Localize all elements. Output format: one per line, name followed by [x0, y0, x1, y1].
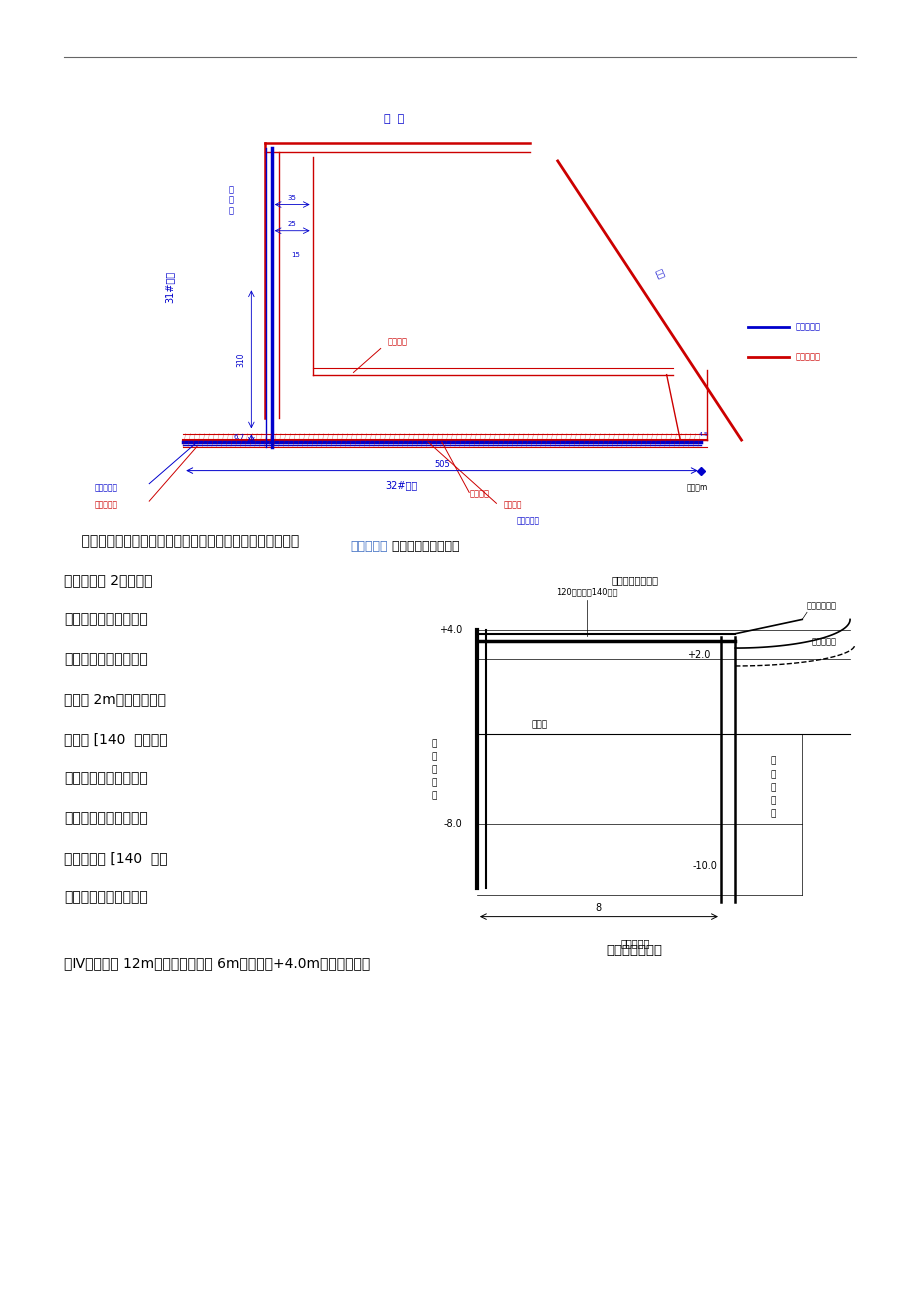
Text: 25: 25 [288, 221, 296, 228]
Text: 表示钢板桩: 表示钢板桩 [795, 322, 820, 331]
Text: -8.0: -8.0 [443, 819, 462, 828]
Text: 设导梁，只在钢板桩内: 设导梁，只在钢板桩内 [64, 811, 148, 825]
Text: 钢
板
桩
围
堰: 钢 板 桩 围 堰 [431, 740, 437, 801]
Text: 锚
碇
钢
管
桩: 锚 碇 钢 管 桩 [770, 756, 776, 819]
Text: 钢板桩围堰平面布置: 钢板桩围堰平面布置 [387, 540, 459, 553]
Text: 护  岸: 护 岸 [384, 113, 404, 124]
Text: 侧焊接一道 [140  槽钢: 侧焊接一道 [140 槽钢 [64, 852, 168, 865]
Text: 间距为 2m，钢板桩与钢: 间距为 2m，钢板桩与钢 [64, 691, 166, 706]
Text: 袋
装
砂: 袋 装 砂 [228, 185, 233, 215]
Text: 6.7: 6.7 [233, 434, 244, 440]
Text: 15: 15 [290, 251, 300, 258]
Text: 护坡: 护坡 [653, 268, 665, 281]
Text: 为钢管锚碇桩，锚锭桩: 为钢管锚碇桩，锚锭桩 [64, 652, 148, 667]
Text: +2.0: +2.0 [686, 650, 710, 660]
Text: 4.5: 4.5 [698, 432, 709, 436]
Text: 钢板桩围堰断面图: 钢板桩围堰断面图 [610, 575, 658, 586]
Text: 侧为钢板桩围堰，内侧: 侧为钢板桩围堰，内侧 [64, 612, 148, 626]
Text: （图示二）: （图示二） [619, 937, 649, 948]
Text: 冲刷后回填土: 冲刷后回填土 [806, 602, 836, 611]
Text: 32#泊位: 32#泊位 [384, 480, 417, 490]
Text: 管桩用 [140  槽钢联结: 管桩用 [140 槽钢联结 [64, 732, 168, 746]
Text: 35: 35 [288, 195, 296, 201]
Text: 森Ⅳ型，长度 12m，设计入土深度 6m，顶标高+4.0m；锚锭桩采用: 森Ⅳ型，长度 12m，设计入土深度 6m，顶标高+4.0m；锚锭桩采用 [64, 956, 370, 970]
Text: 钢板桩轴线: 钢板桩轴线 [95, 483, 118, 492]
Text: 310: 310 [236, 352, 245, 367]
Text: -10.0: -10.0 [691, 862, 716, 871]
Text: 面结构如图 2，即外海: 面结构如图 2，即外海 [64, 573, 153, 587]
Text: 作围栓。钢板桩采用拉: 作围栓。钢板桩采用拉 [64, 891, 148, 905]
Text: 表示钢管桩: 表示钢管桩 [795, 353, 820, 362]
Text: 钢板桩围堰结构: 钢板桩围堰结构 [607, 944, 662, 957]
Text: 靠泊边缘线: 靠泊边缘线 [516, 516, 539, 525]
Text: 120工字钢或140槽钢: 120工字钢或140槽钢 [556, 587, 617, 596]
Text: 为节省工程造价，钢板桩围堰设计成较简单的结构形式，断: 为节省工程造价，钢板桩围堰设计成较简单的结构形式，断 [64, 534, 300, 548]
Text: 原地面: 原地面 [530, 720, 547, 729]
Text: 做拉杆，钢板桩外侧不: 做拉杆，钢板桩外侧不 [64, 772, 148, 785]
Text: 前墙轴线: 前墙轴线 [469, 490, 489, 499]
Text: 钢管桩轴线: 钢管桩轴线 [95, 501, 118, 509]
Text: （图示一）: （图示一） [349, 540, 387, 553]
Text: 堰墙轴线: 堰墙轴线 [503, 501, 521, 509]
Text: 初始回填土: 初始回填土 [811, 638, 836, 647]
Text: +4.0: +4.0 [439, 625, 462, 635]
Text: 单位：m: 单位：m [686, 483, 708, 492]
Text: 505: 505 [434, 460, 449, 469]
Text: 8: 8 [596, 904, 601, 913]
Text: 31#泊位: 31#泊位 [165, 271, 175, 303]
Text: 后墙轴线: 后墙轴线 [387, 337, 407, 346]
